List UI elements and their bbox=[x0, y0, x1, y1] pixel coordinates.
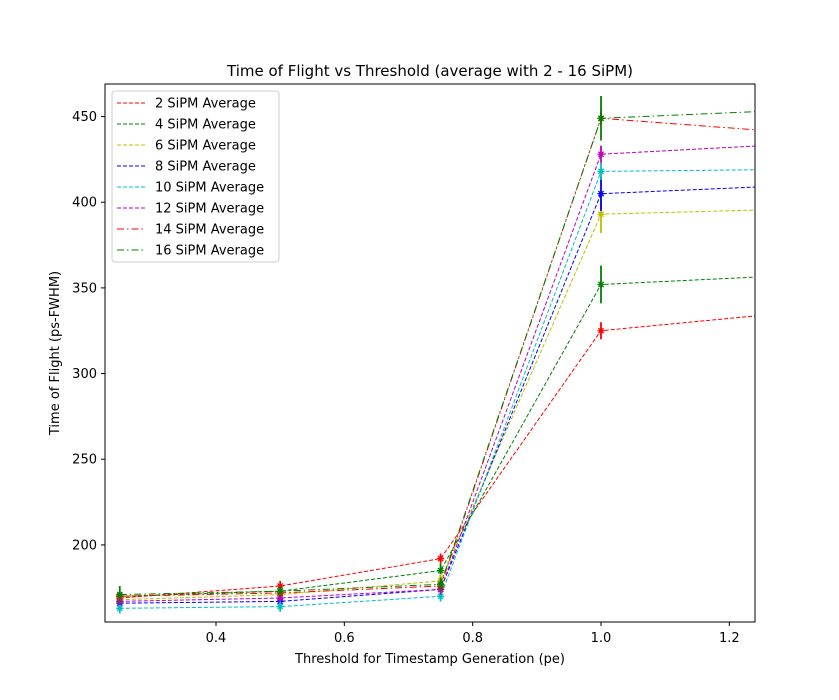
y-axis: 200 250 300 350 400 450 bbox=[72, 110, 105, 553]
legend-box bbox=[111, 90, 280, 263]
data-point bbox=[597, 150, 605, 158]
legend-label: 4 SiPM Average bbox=[155, 118, 256, 133]
legend-label: 8 SiPM Average bbox=[155, 160, 256, 175]
data-point bbox=[436, 592, 445, 600]
y-tick-label: 400 bbox=[72, 196, 97, 211]
data-point bbox=[116, 604, 124, 612]
series-line bbox=[119, 315, 755, 599]
data-point bbox=[597, 114, 605, 122]
legend-item: 10 SiPM Average bbox=[117, 181, 264, 196]
legend-item: 14 SiPM Average bbox=[117, 223, 264, 238]
legend-label: 16 SiPM Average bbox=[155, 244, 264, 259]
series-5 bbox=[116, 162, 755, 614]
data-point bbox=[597, 190, 605, 198]
data-point bbox=[276, 594, 284, 602]
x-tick-label: 0.4 bbox=[206, 631, 227, 646]
legend-label: 6 SiPM Average bbox=[155, 139, 256, 154]
legend-item: 4 SiPM Average bbox=[117, 118, 256, 133]
data-point bbox=[597, 327, 605, 335]
y-tick-label: 450 bbox=[72, 110, 97, 125]
chart-title: Time of Flight vs Threshold (average wit… bbox=[226, 62, 633, 80]
legend-label: 10 SiPM Average bbox=[155, 181, 264, 196]
data-point bbox=[597, 167, 605, 175]
series-line bbox=[119, 276, 755, 597]
y-tick-label: 200 bbox=[72, 538, 97, 553]
data-point bbox=[276, 602, 284, 611]
x-tick-label: 0.8 bbox=[462, 631, 483, 646]
legend-label: 2 SiPM Average bbox=[155, 97, 256, 112]
legend-item: 2 SiPM Average bbox=[117, 97, 256, 112]
series-8 bbox=[116, 95, 755, 604]
data-point bbox=[276, 582, 284, 590]
x-tick-label: 0.6 bbox=[334, 631, 355, 646]
legend: 2 SiPM Average 4 SiPM Average 6 SiPM Avera… bbox=[111, 90, 280, 263]
legend-label: 14 SiPM Average bbox=[155, 223, 264, 238]
legend-item: 6 SiPM Average bbox=[117, 139, 256, 154]
y-tick-label: 250 bbox=[72, 453, 97, 468]
legend-item: 8 SiPM Average bbox=[117, 160, 256, 175]
x-tick-label: 1.2 bbox=[719, 631, 740, 646]
data-point bbox=[597, 280, 605, 289]
y-tick-label: 350 bbox=[72, 281, 97, 296]
series-layer bbox=[116, 95, 755, 614]
data-point bbox=[276, 587, 284, 595]
data-point bbox=[436, 555, 445, 563]
data-point bbox=[436, 580, 445, 588]
x-tick-label: 1.0 bbox=[591, 631, 612, 646]
y-tick-label: 300 bbox=[72, 367, 97, 382]
x-axis: 0.4 0.6 0.8 1.0 1.2 bbox=[206, 622, 740, 646]
data-point bbox=[116, 590, 124, 599]
y-axis-label: Time of Flight (ps-FWHM) bbox=[48, 271, 63, 436]
plot-frame bbox=[104, 83, 756, 623]
data-point bbox=[597, 210, 605, 218]
x-axis-label: Threshold for Timestamp Generation (pe) bbox=[294, 652, 565, 667]
legend-item: 16 SiPM Average bbox=[117, 244, 264, 259]
data-point bbox=[436, 566, 445, 575]
legend-item: 12 SiPM Average bbox=[117, 202, 264, 217]
legend-label: 12 SiPM Average bbox=[155, 202, 264, 217]
